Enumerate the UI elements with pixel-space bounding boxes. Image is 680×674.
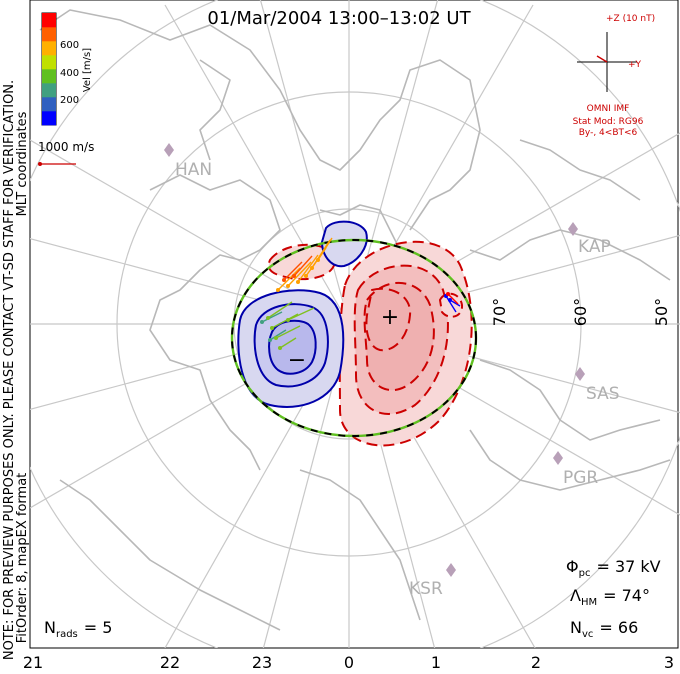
colorbar-cell (42, 83, 56, 98)
colorbar-cell (42, 111, 56, 126)
colorbar-cell (42, 97, 56, 112)
preview-note: NOTE: FOR PREVIEW PURPOSES ONLY. PLEASE … (2, 80, 17, 660)
negative-cell (237, 220, 368, 408)
imf-condition: By-, 4<BT<6 (579, 128, 638, 138)
colorbar-cell (42, 13, 56, 28)
imf-model: Stat Mod: RG96 (573, 117, 644, 127)
radar-label-han: HAN (175, 160, 212, 180)
mlt-tick-23: 23 (252, 653, 272, 672)
stats-panel: Φpc = 37 kV ΛHM = 74° Nvc = 66 Nrads = 5 (44, 557, 661, 640)
radar-label-kap: KAP (578, 237, 611, 257)
mlt-coordinates-label: MLT coordinates (15, 111, 30, 216)
colorbar-cell (42, 69, 56, 84)
colorbar-tick-600: 600 (60, 40, 79, 51)
velocity-vectors (261, 237, 461, 349)
scale-vector: 1000 m/s (38, 140, 94, 166)
imf-source: OMNI IMF (587, 104, 630, 114)
colorbar-tick-200: 200 (60, 95, 79, 106)
map-title: 01/Mar/2004 13:00–13:02 UT (207, 8, 471, 29)
radar-label-sas: SAS (586, 384, 620, 404)
vector-origins (260, 258, 452, 350)
lambda-hm-stat: ΛHM = 74° (570, 586, 650, 608)
radar-label-pgr: PGR (563, 468, 598, 488)
latitude-labels: 70° 60° 50° (490, 298, 671, 326)
colorbar-label: Vel [m/s] (82, 48, 93, 92)
colorbar-cell (42, 27, 56, 42)
radar-label-ksr: KSR (409, 579, 443, 599)
max-potential-marker: + (381, 305, 399, 330)
min-potential-marker: − (288, 348, 306, 373)
lat-label-50: 50° (652, 298, 671, 326)
positive-cell (267, 240, 473, 447)
colorbar-tick-400: 400 (60, 68, 79, 79)
lat-label-60: 60° (571, 298, 590, 326)
mlt-tick-0: 0 (344, 653, 354, 672)
imf-panel: +Z (10 nT) +Y OMNI IMF Stat Mod: RG96 By… (573, 14, 655, 138)
imf-vector (596, 55, 608, 63)
mlt-axis: 21 22 23 0 1 2 3 (23, 653, 674, 672)
mlt-tick-21: 21 (23, 653, 43, 672)
mlt-tick-22: 22 (160, 653, 180, 672)
colorbar-cell (42, 41, 56, 56)
nvc-stat: Nvc = 66 (570, 618, 638, 640)
nrads-stat: Nrads = 5 (44, 618, 112, 640)
radar-sites (164, 143, 585, 577)
mlt-tick-1: 1 (431, 653, 441, 672)
velocity-colorbar: 600 400 200 Vel [m/s] (41, 12, 93, 126)
colorbar-cell (42, 55, 56, 70)
phi-pc-stat: Φpc = 37 kV (566, 557, 661, 579)
mlt-tick-3: 3 (664, 653, 674, 672)
radar-labels: HAN KAP SAS PGR KSR (175, 160, 620, 599)
hm-boundary (231, 239, 477, 437)
lat-label-70: 70° (490, 298, 509, 326)
coastlines (39, 9, 671, 631)
imf-y-label: +Y (628, 60, 642, 70)
fit-order-note: FitOrder: 8, mapEX format (15, 473, 30, 644)
scale-label: 1000 m/s (38, 140, 94, 154)
mlt-tick-2: 2 (531, 653, 541, 672)
imf-z-label: +Z (10 nT) (606, 14, 655, 24)
